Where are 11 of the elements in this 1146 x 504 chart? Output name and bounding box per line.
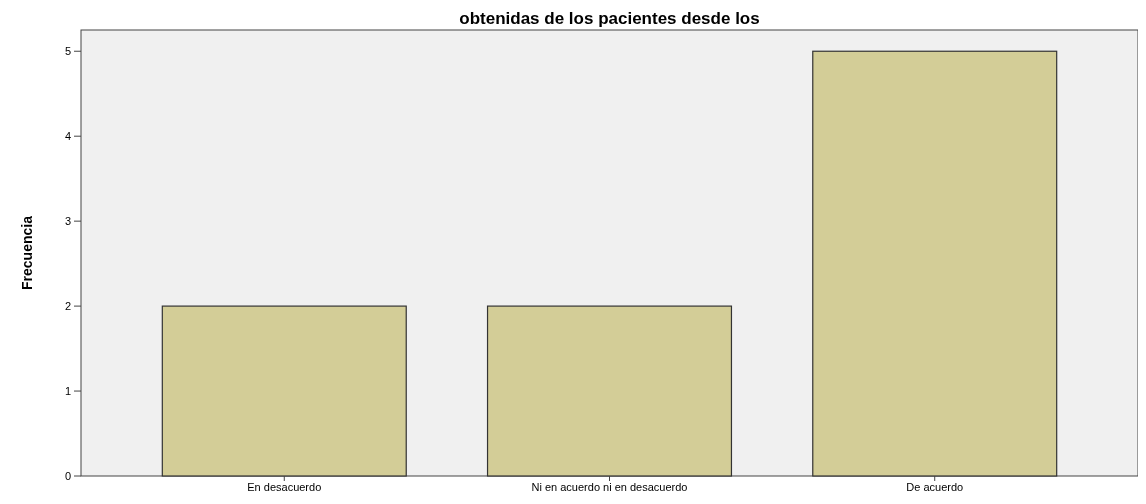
y-tick-label: 4 (64, 130, 71, 143)
x-tick-label: En desacuerdo (247, 481, 322, 493)
chart-title: obtenidas de los pacientes desde los (459, 9, 760, 28)
y-tick-label: 3 (64, 214, 71, 227)
x-tick-label: Ni en acuerdo ni en desacuerdo (531, 481, 688, 493)
y-tick-label: 0 (64, 469, 71, 482)
x-tick-label: De acuerdo (906, 481, 964, 493)
y-axis-title: Frecuencia (19, 215, 35, 290)
y-tick-label: 5 (64, 45, 71, 58)
y-tick-label: 2 (64, 299, 71, 312)
y-tick-label: 1 (64, 384, 71, 397)
